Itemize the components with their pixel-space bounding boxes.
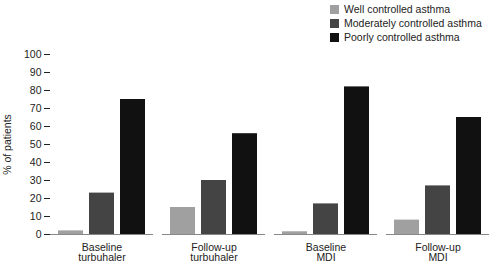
svg-text:0: 0	[36, 228, 42, 240]
svg-text:Baselineturbuhaler: Baselineturbuhaler	[78, 241, 126, 264]
html-text:Well controlled asthma: Well controlled asthma	[344, 3, 450, 15]
svg-text:90: 90	[30, 66, 42, 78]
svg-text:80: 80	[30, 84, 42, 96]
svg-text:100: 100	[24, 48, 42, 60]
html-text:Poorly controlled asthma: Poorly controlled asthma	[344, 31, 460, 43]
svg-text:70: 70	[30, 102, 42, 114]
svg-text:60: 60	[30, 120, 42, 132]
svg-text:% of patients: % of patients	[1, 114, 13, 175]
svg-text:30: 30	[30, 174, 42, 186]
svg-text:Follow-upMDI: Follow-upMDI	[415, 241, 461, 264]
svg-text:10: 10	[30, 210, 42, 222]
html-text:Moderately controlled asthma: Moderately controlled asthma	[344, 17, 482, 29]
svg-text:20: 20	[30, 192, 42, 204]
svg-text:40: 40	[30, 156, 42, 168]
svg-text:BaselineMDI: BaselineMDI	[306, 241, 346, 264]
svg-text:50: 50	[30, 138, 42, 150]
svg-text:Follow-upturbuhaler: Follow-upturbuhaler	[190, 241, 238, 264]
